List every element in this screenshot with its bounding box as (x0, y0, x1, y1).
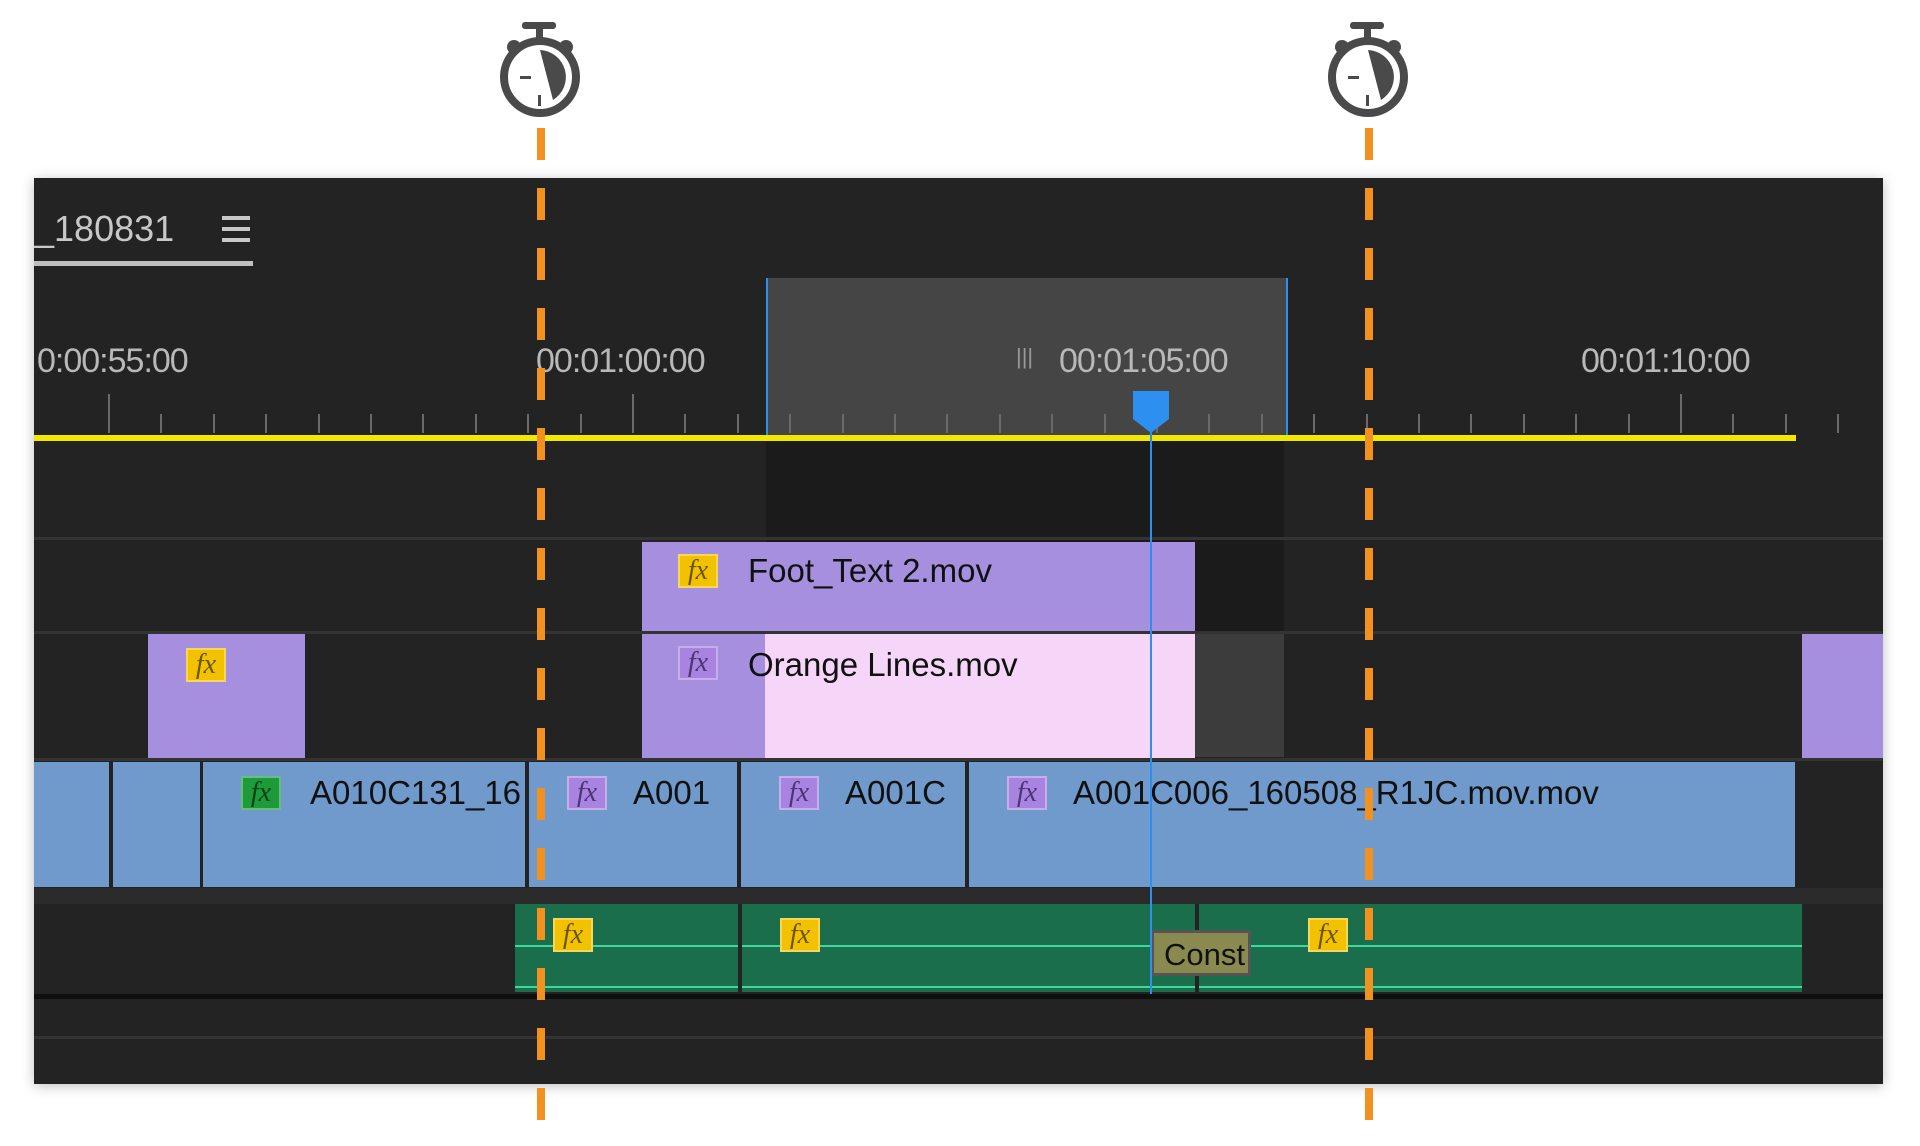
clip-audio[interactable]: fx (515, 904, 738, 992)
clip-label: A001 (633, 774, 711, 811)
clip-audio[interactable]: fx (742, 904, 1195, 992)
clip-video[interactable]: fx A001 (529, 762, 737, 887)
timecode-label: 0:00:55:00 (37, 342, 189, 380)
clip-label: A010C131_16 (310, 774, 522, 811)
ruler-major-tick (1680, 394, 1682, 433)
ruler-minor-tick (789, 414, 792, 433)
stopwatch-icon (1328, 22, 1408, 117)
clip-video[interactable] (113, 762, 200, 887)
ruler-major-tick (632, 394, 634, 433)
clip-graphic[interactable]: fx (148, 634, 305, 758)
clip-video[interactable]: fx A001C006_160508_R1JC.mov.mov (969, 762, 1795, 887)
work-area-range[interactable] (766, 278, 1288, 435)
ruler-minor-tick (579, 414, 582, 433)
work-area-bar[interactable] (34, 435, 1796, 441)
clip-graphic[interactable] (1802, 634, 1883, 758)
clip-label: A001C (845, 774, 946, 811)
fx-badge-icon[interactable]: fx (567, 776, 607, 810)
fx-badge-icon[interactable]: fx (678, 554, 718, 588)
work-area-grip[interactable]: ||| (1016, 344, 1034, 369)
track-divider (34, 994, 1883, 999)
fx-badge-icon[interactable]: fx (1007, 776, 1047, 810)
hamburger-icon[interactable] (222, 216, 250, 242)
track-divider (34, 888, 1883, 904)
fx-badge-icon[interactable]: fx (780, 918, 820, 952)
clip-label: Orange Lines.mov (748, 646, 1018, 683)
timecode-label: 00:01:00:00 (536, 342, 706, 380)
fx-badge-icon[interactable]: fx (186, 648, 226, 682)
ruler-minor-tick (736, 414, 739, 433)
ruler-minor-tick (1784, 414, 1787, 433)
ruler-minor-tick (946, 414, 949, 433)
fx-badge-icon[interactable]: fx (553, 918, 593, 952)
track-divider (34, 537, 1883, 540)
timeline-panel: _180831 ||| 0:00:55:00 00:01:00:00 00:01… (34, 178, 1883, 1084)
ruler-minor-tick (527, 414, 530, 433)
fx-badge-icon[interactable]: fx (779, 776, 819, 810)
ruler-minor-tick (1522, 414, 1525, 433)
active-tab-underline (34, 261, 253, 266)
clip-label: A001C006_160508_R1JC.mov.mov (1073, 774, 1599, 811)
ruler-minor-tick (1732, 414, 1735, 433)
ruler-minor-tick (894, 414, 896, 433)
ruler-major-tick (108, 394, 110, 433)
track-divider (34, 758, 1883, 761)
audio-waveform (742, 945, 1195, 947)
ruler-minor-tick (1837, 414, 1840, 433)
clip-video[interactable] (34, 762, 109, 887)
clip-video[interactable]: fx A010C131_16 (203, 762, 525, 887)
timecode-label: 00:01:10:00 (1581, 342, 1751, 380)
marker-line (537, 128, 545, 1124)
ruler-minor-tick (422, 414, 425, 433)
fx-badge-icon[interactable]: fx (678, 646, 718, 680)
ruler-minor-tick (317, 414, 320, 433)
ruler-minor-tick (160, 414, 163, 433)
audio-waveform (1199, 945, 1802, 947)
ruler-minor-tick (1313, 414, 1316, 433)
audio-waveform (515, 986, 738, 988)
ruler-minor-tick (212, 414, 215, 433)
gap-shade (1195, 634, 1284, 757)
audio-waveform (1199, 986, 1802, 988)
fx-badge-icon[interactable]: fx (241, 776, 281, 810)
ruler-minor-tick (1103, 414, 1106, 433)
audio-waveform (742, 986, 1195, 988)
transition-label: Const (1164, 937, 1245, 972)
ruler-minor-tick (1260, 414, 1263, 433)
ruler-minor-tick (1575, 414, 1578, 433)
ruler-minor-tick (684, 414, 687, 433)
clip-orange-lines[interactable]: fx Orange Lines.mov (642, 634, 1195, 758)
stopwatch-icon (500, 22, 580, 117)
timecode-label: 00:01:05:00 (1059, 342, 1229, 380)
track-divider (34, 631, 1883, 634)
ruler-minor-tick (474, 414, 477, 433)
clip-foot-text[interactable]: fx Foot_Text 2.mov (642, 542, 1195, 631)
ruler-minor-tick (998, 414, 1001, 433)
ruler-minor-tick (841, 414, 844, 433)
track-divider (34, 1036, 1883, 1039)
ruler-minor-tick (1418, 414, 1420, 433)
audio-waveform (515, 945, 738, 947)
ruler-minor-tick (1051, 414, 1054, 433)
clip-video[interactable]: fx A001C (741, 762, 965, 887)
clip-audio[interactable]: fx (1199, 904, 1802, 992)
fx-badge-icon[interactable]: fx (1308, 918, 1348, 952)
ruler-minor-tick (370, 414, 372, 433)
playhead-line[interactable] (1150, 428, 1152, 994)
ruler-minor-tick (1627, 414, 1630, 433)
ruler-minor-tick (1470, 414, 1473, 433)
playhead-handle[interactable] (1131, 389, 1171, 435)
ruler-minor-tick (1208, 414, 1211, 433)
transition-const[interactable]: Const (1151, 930, 1251, 976)
sequence-tab-title[interactable]: _180831 (34, 208, 175, 249)
clip-label: Foot_Text 2.mov (748, 552, 992, 589)
ruler-minor-tick (265, 414, 268, 433)
marker-line (1365, 128, 1373, 1124)
